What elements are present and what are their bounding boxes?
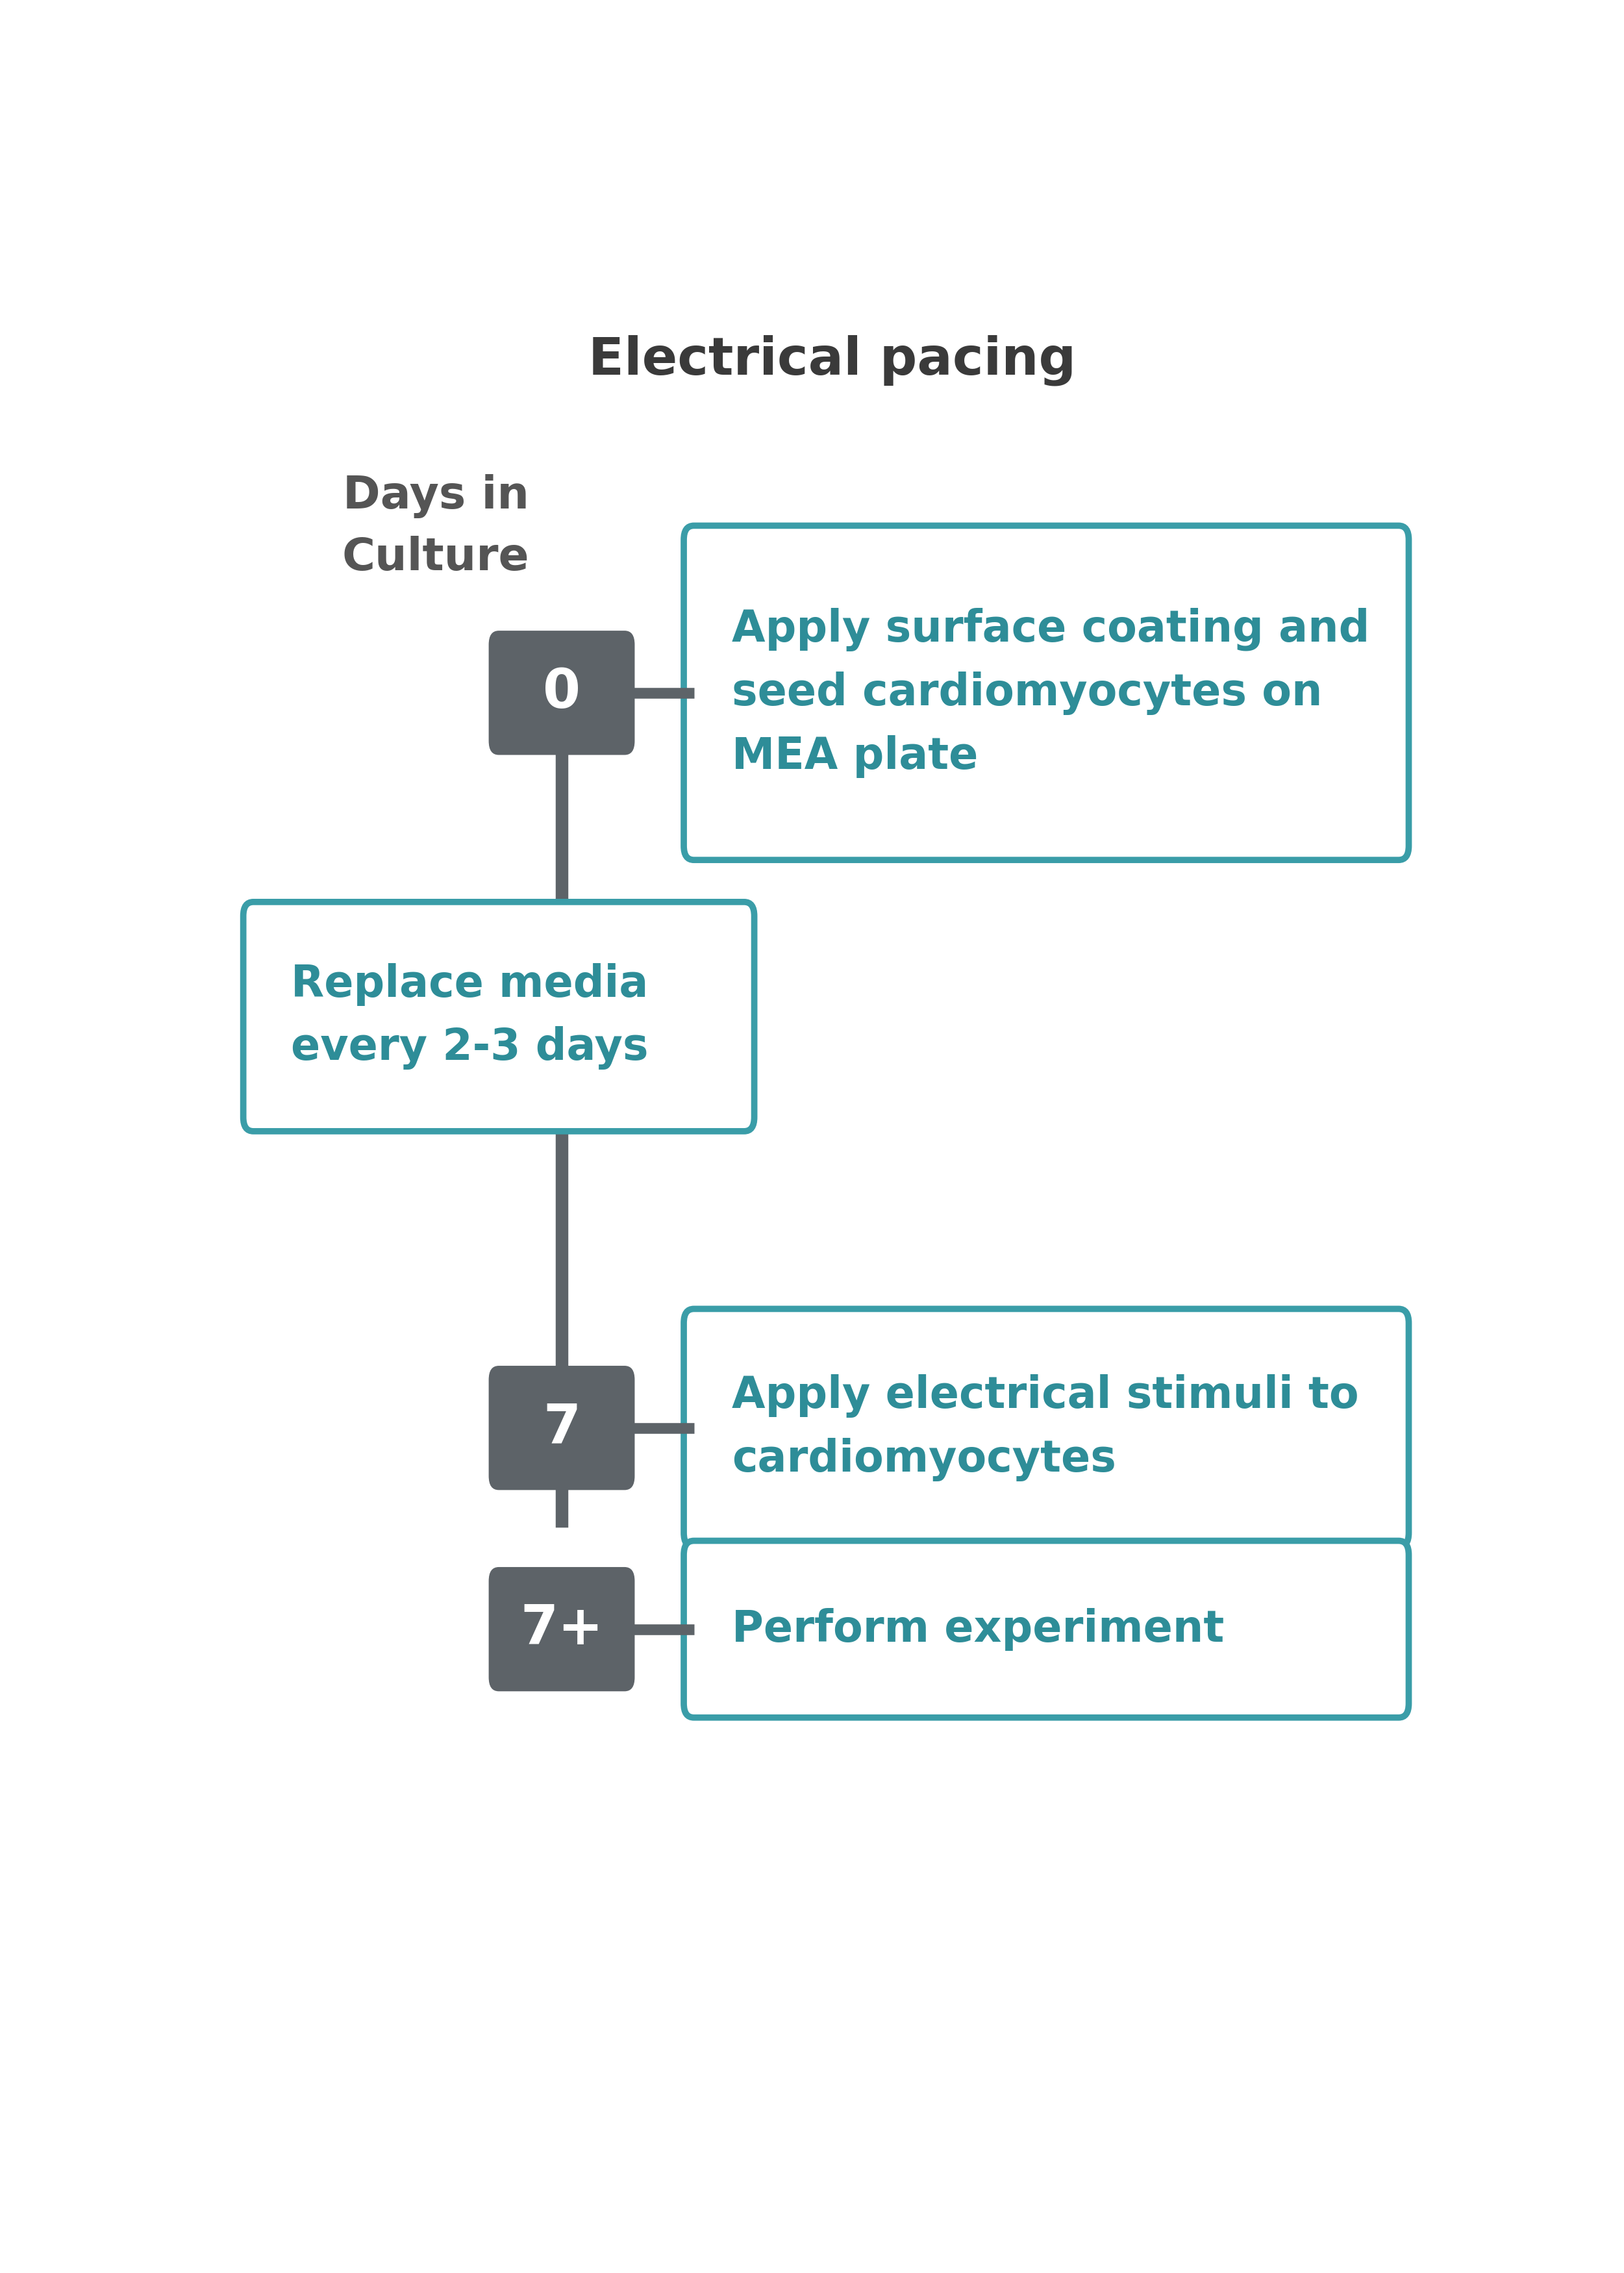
FancyBboxPatch shape [684, 525, 1408, 859]
FancyBboxPatch shape [684, 1541, 1408, 1718]
Text: 7+: 7+ [520, 1602, 603, 1655]
Text: Electrical pacing: Electrical pacing [588, 334, 1077, 386]
Text: Replace media
every 2-3 days: Replace media every 2-3 days [291, 964, 648, 1071]
Text: Apply surface coating and
seed cardiomyocytes on
MEA plate: Apply surface coating and seed cardiomyo… [732, 607, 1369, 777]
FancyBboxPatch shape [489, 1566, 635, 1691]
FancyBboxPatch shape [489, 1366, 635, 1491]
FancyBboxPatch shape [684, 1309, 1408, 1548]
Text: Days in
Culture: Days in Culture [343, 475, 529, 580]
FancyBboxPatch shape [489, 630, 635, 755]
Text: Perform experiment: Perform experiment [732, 1607, 1224, 1650]
Text: 0: 0 [542, 666, 580, 718]
FancyBboxPatch shape [244, 902, 754, 1132]
Text: 7: 7 [542, 1402, 580, 1455]
Text: Apply electrical stimuli to
cardiomyocytes: Apply electrical stimuli to cardiomyocyt… [732, 1375, 1359, 1482]
